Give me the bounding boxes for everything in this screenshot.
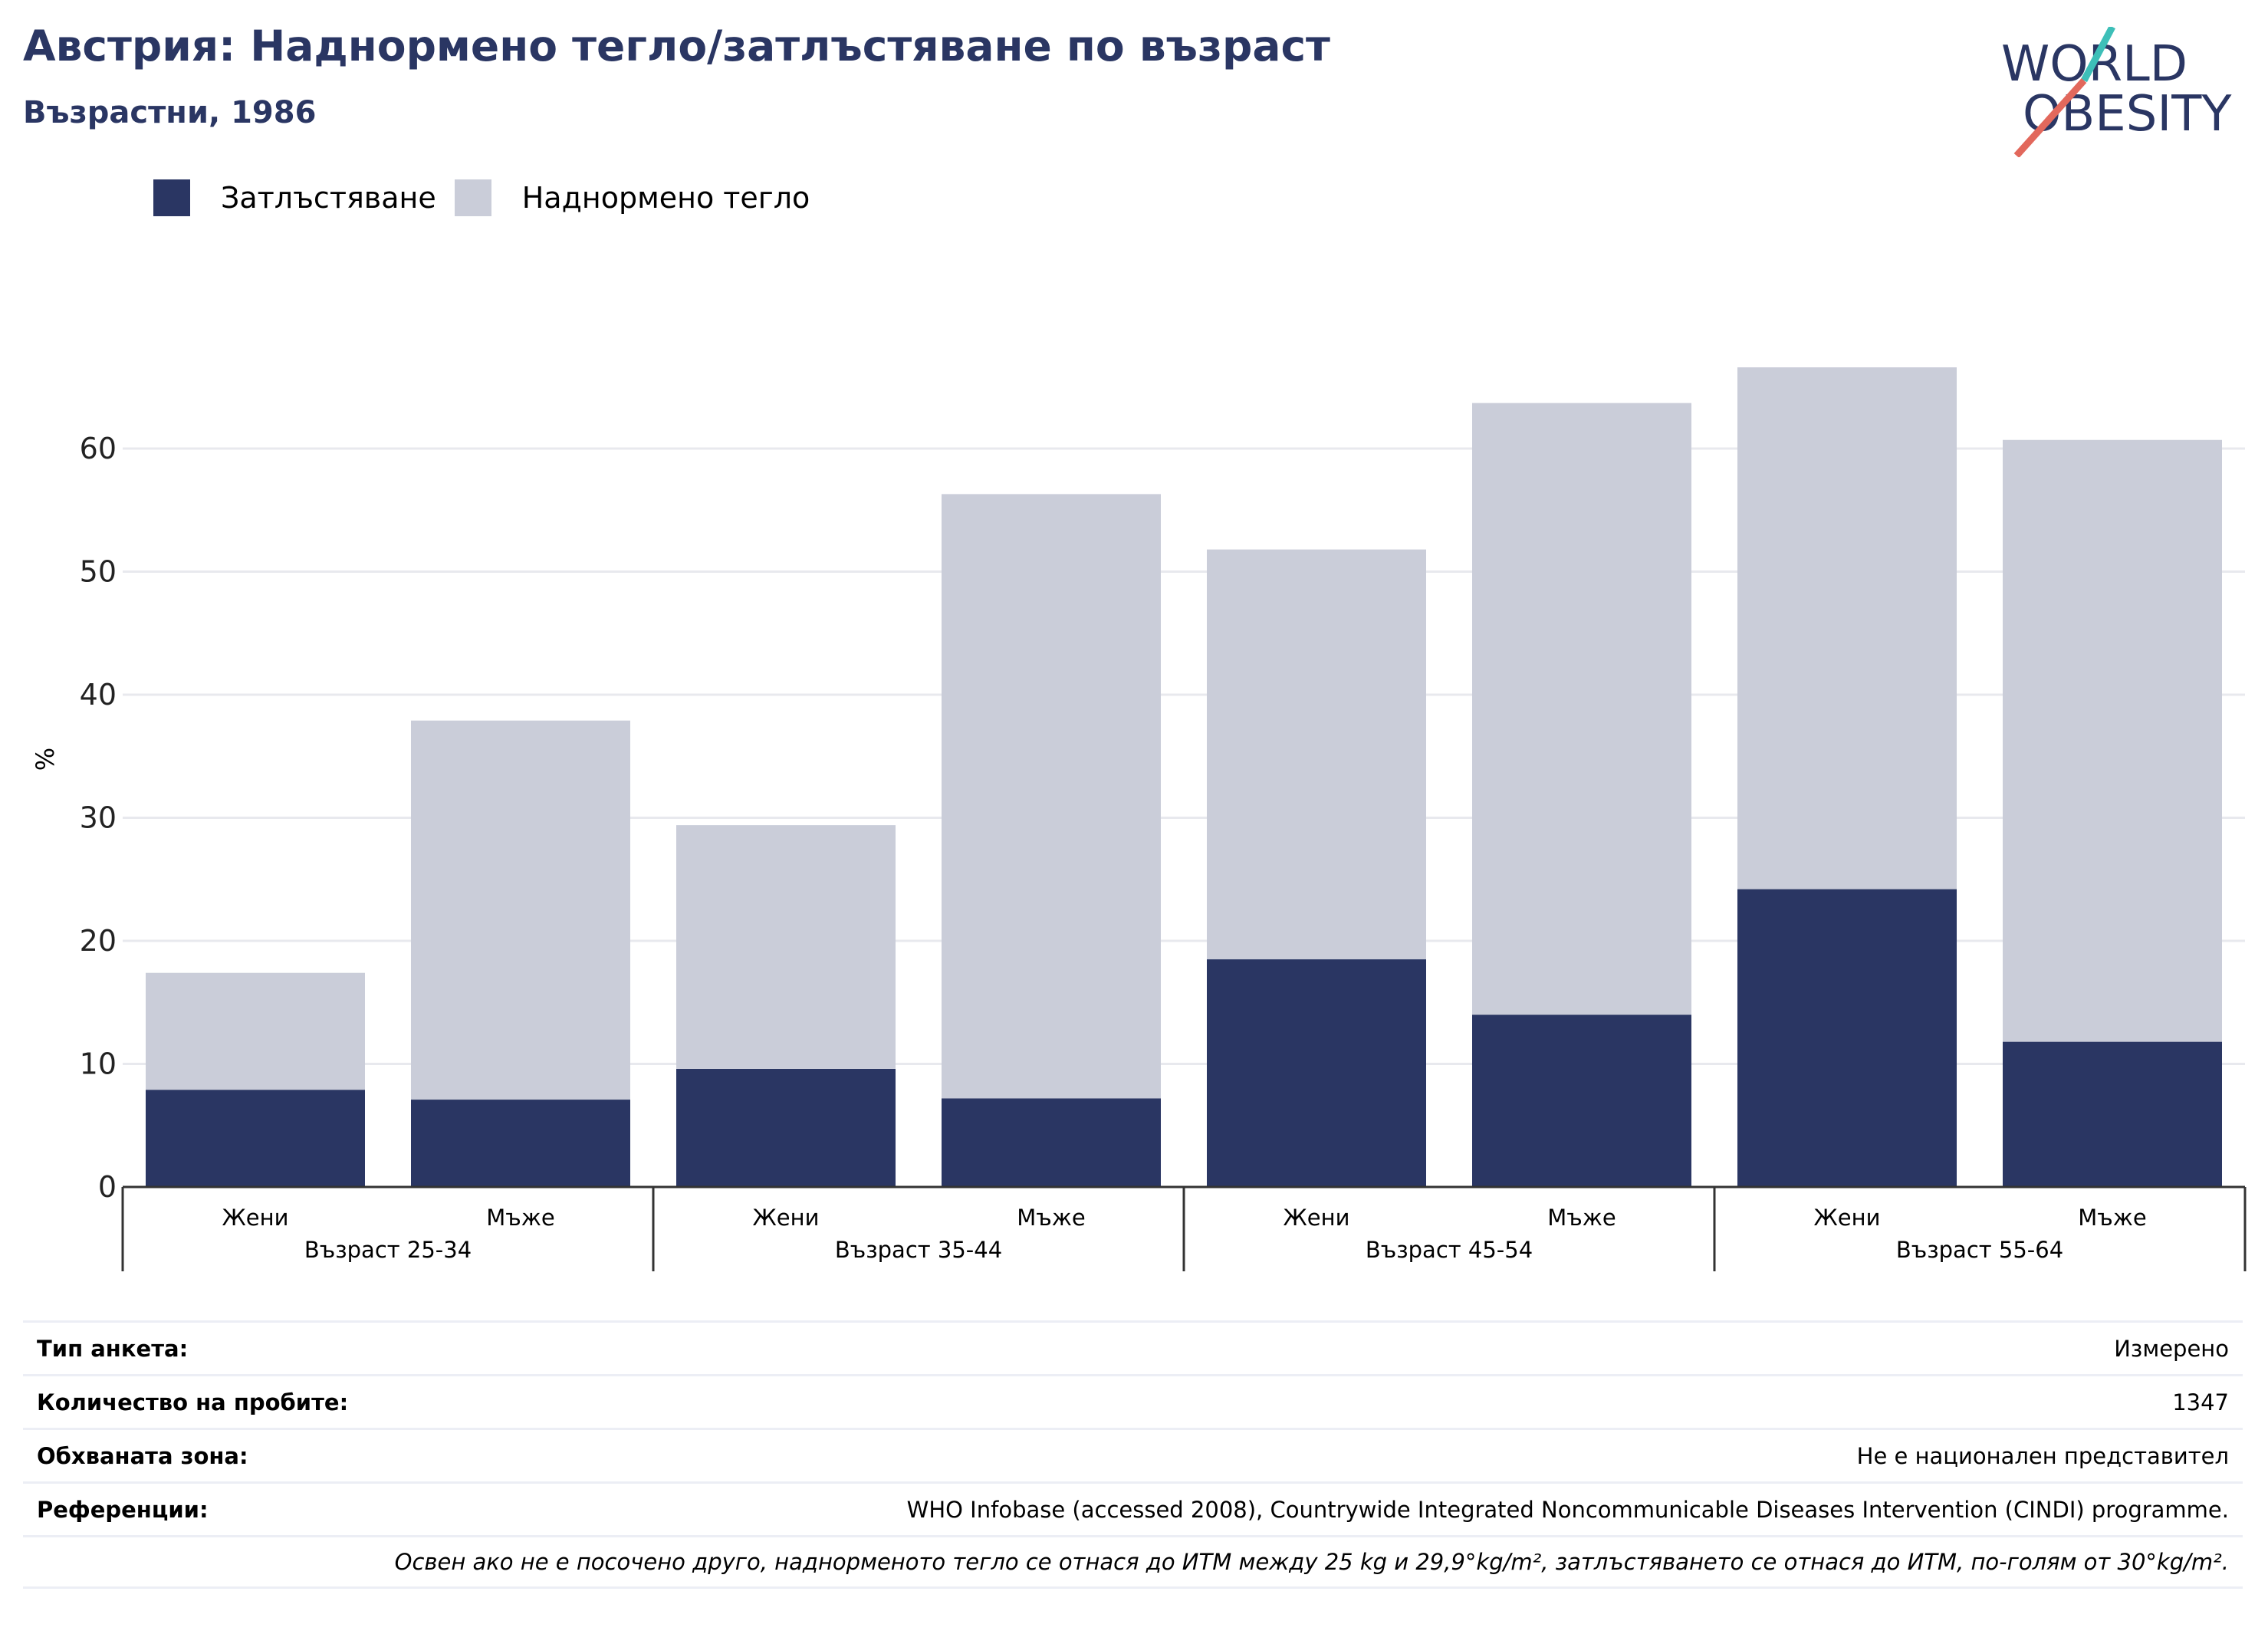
y-tick-label: 10 xyxy=(80,1047,117,1081)
world-obesity-logo: WORLD OBESITY xyxy=(2001,27,2232,157)
bar-overweight xyxy=(1737,367,1957,889)
definition-note: Освен ако не е посочено друго, наднормен… xyxy=(394,1549,2229,1575)
group-label: Възраст 35-44 xyxy=(835,1237,1002,1263)
x-tick-label: Мъже xyxy=(486,1205,554,1231)
logo-slash-red-icon xyxy=(2013,77,2087,157)
legend-label-obesity: Затлъстяване xyxy=(221,181,436,215)
bar-overweight xyxy=(676,825,896,1069)
x-tick-label: Жени xyxy=(1284,1205,1350,1231)
legend-swatch-obesity xyxy=(153,179,190,216)
legend-item-obesity[interactable]: Затлъстяване xyxy=(153,179,436,216)
x-tick-label: Мъже xyxy=(1547,1205,1616,1231)
bar-obesity xyxy=(411,1100,630,1187)
y-tick-label: 20 xyxy=(80,924,117,958)
sample-size-value: 1347 xyxy=(2172,1389,2229,1415)
survey-info-table: Тип анкета: Измерено Количество на проби… xyxy=(23,1320,2243,1589)
group-label: Възраст 45-54 xyxy=(1366,1237,1533,1263)
bar-obesity xyxy=(2003,1041,2222,1187)
info-row-sample-size: Количество на пробите: 1347 xyxy=(23,1374,2243,1428)
info-row-note: Освен ако не е посочено друго, наднормен… xyxy=(23,1535,2243,1589)
x-tick-label: Жени xyxy=(222,1205,289,1231)
bar-overweight xyxy=(942,494,1161,1099)
chart-subtitle: Възрастни, 1986 xyxy=(23,95,317,130)
chart-title: Австрия: Наднормено тегло/затлъстяване п… xyxy=(23,21,1330,71)
y-tick-label: 40 xyxy=(80,678,117,712)
bar-obesity xyxy=(1737,889,1957,1187)
y-tick-label: 0 xyxy=(98,1170,117,1204)
bar-chart: 0 10 20 30 40 50 60% Жени Мъже Жени Мъже Жени Мъже Же… xyxy=(31,367,2247,1271)
bar-obesity xyxy=(1207,959,1426,1187)
legend-swatch-overweight xyxy=(454,179,491,216)
legend-item-overweight[interactable]: Наднормено тегло xyxy=(454,179,810,216)
bar-overweight xyxy=(411,720,630,1100)
bar-overweight xyxy=(1472,403,1691,1015)
bar-overweight xyxy=(2003,439,2222,1042)
bar-obesity xyxy=(146,1090,365,1187)
x-tick-label: Жени xyxy=(1814,1205,1881,1231)
group-label: Възраст 55-64 xyxy=(1896,1237,2063,1263)
references-label: Референции: xyxy=(37,1496,209,1523)
y-tick-label: 30 xyxy=(80,801,117,835)
y-tick-label: 60 xyxy=(80,432,117,465)
info-row-survey-type: Тип анкета: Измерено xyxy=(23,1320,2243,1374)
references-value: WHO Infobase (accessed 2008), Countrywid… xyxy=(906,1496,2229,1523)
legend: Затлъстяване Наднормено тегло xyxy=(153,176,828,219)
bar-obesity xyxy=(676,1068,896,1187)
y-tick-label: 50 xyxy=(80,555,117,589)
legend-label-overweight: Наднормено тегло xyxy=(521,181,810,215)
info-row-references: Референции: WHO Infobase (accessed 2008)… xyxy=(23,1481,2243,1535)
x-tick-label: Мъже xyxy=(2078,1205,2146,1231)
survey-type-label: Тип анкета: xyxy=(37,1335,189,1362)
x-tick-label: Жени xyxy=(753,1205,820,1231)
logo-slash-teal-icon xyxy=(2081,27,2115,83)
sample-size-label: Количество на пробите: xyxy=(37,1389,349,1415)
area-value: Не е национален представител xyxy=(1856,1442,2229,1469)
group-label: Възраст 25-34 xyxy=(304,1237,472,1263)
bar-overweight xyxy=(1207,549,1426,960)
bar-obesity xyxy=(1472,1014,1691,1187)
bar-obesity xyxy=(942,1098,1161,1187)
x-tick-label: Мъже xyxy=(1017,1205,1085,1231)
area-label: Обхваната зона: xyxy=(37,1442,248,1469)
bar-overweight xyxy=(146,972,365,1090)
info-row-area: Обхваната зона: Не е национален представ… xyxy=(23,1428,2243,1481)
survey-type-value: Измерено xyxy=(2114,1335,2229,1362)
y-axis-label: % xyxy=(31,748,60,771)
